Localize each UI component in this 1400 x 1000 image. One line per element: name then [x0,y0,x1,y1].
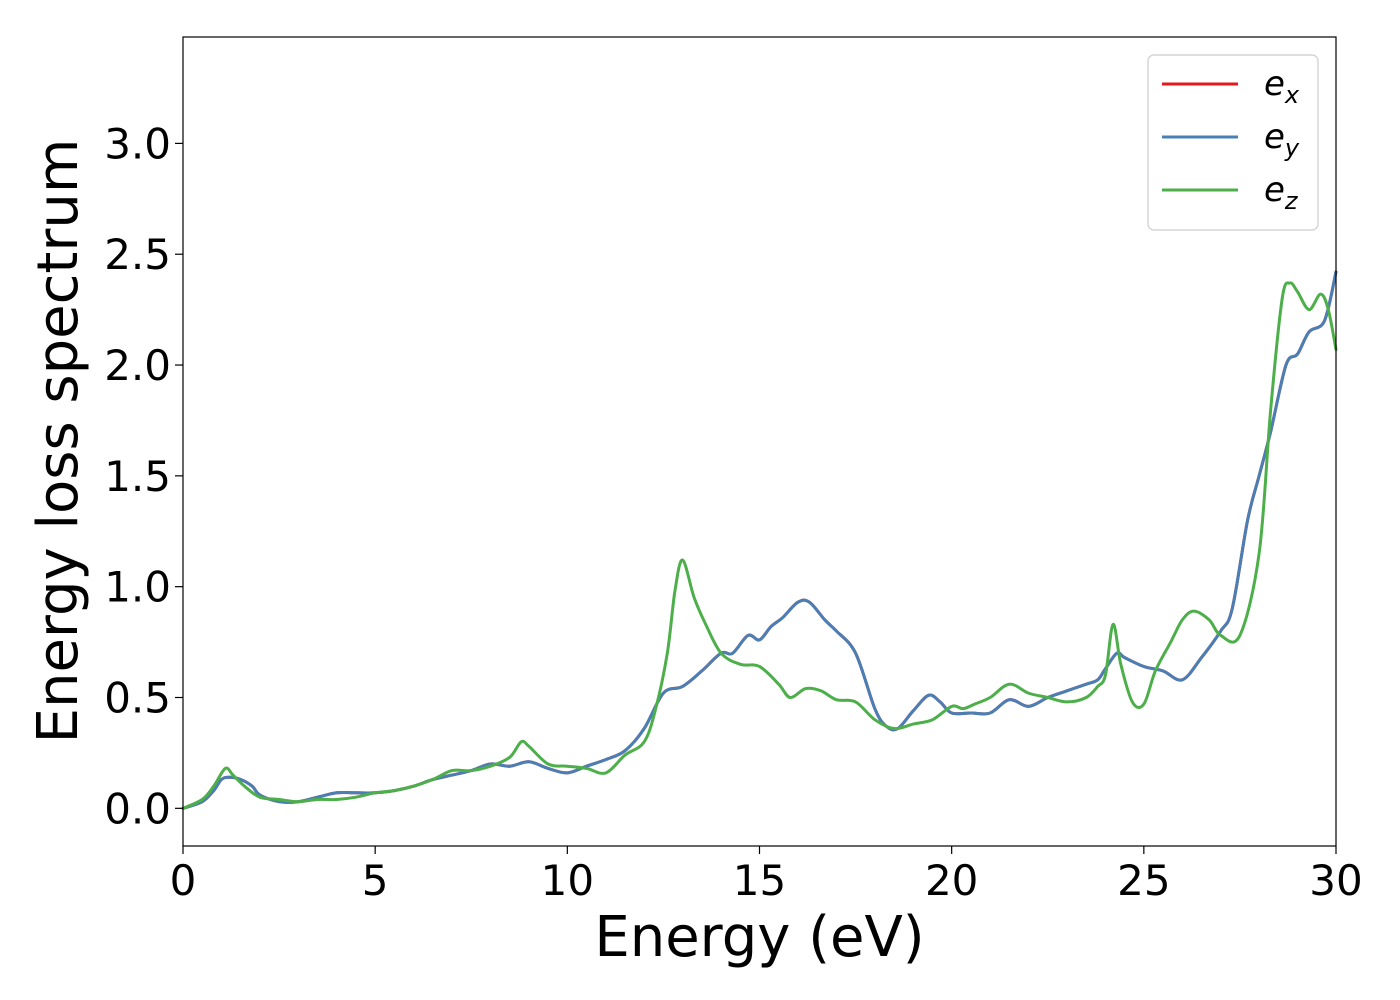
x-axis: 0 5 10 15 20 25 30 [170,846,1363,905]
legend-label-subscript: z [1284,187,1299,215]
legend-label-subscript: x [1284,81,1300,109]
legend-label-e-y: ey [1264,117,1300,162]
x-tick-label: 5 [362,856,389,905]
y-axis: 0.0 0.5 1.0 1.5 2.0 2.5 3.0 [104,119,183,833]
y-tick-label: 1.5 [104,452,171,501]
y-tick-label: 0.0 [104,784,171,833]
x-tick-label: 20 [925,856,978,905]
legend-label-e-z: ez [1264,170,1299,215]
legend-label-base: e [1264,64,1285,104]
y-tick-label: 0.5 [104,673,171,722]
x-tick-label: 15 [733,856,786,905]
series-line-e-z [181,281,1338,810]
y-tick-label: 3.0 [104,119,171,168]
series-layer [181,270,1338,810]
y-tick-label: 2.0 [104,341,171,390]
x-tick-label: 0 [170,856,197,905]
legend-label-subscript: y [1284,134,1300,162]
series-line-e-y [181,270,1338,810]
y-tick-label: 1.0 [104,563,171,612]
legend-box [1147,54,1319,231]
legend-label-e-x: ex [1264,64,1300,109]
legend-label-base: e [1264,117,1285,157]
y-tick-label: 2.5 [104,230,171,279]
x-tick-label: 25 [1117,856,1170,905]
x-tick-label: 30 [1309,856,1362,905]
legend-label-base: e [1264,170,1285,210]
plot-area [183,37,1336,846]
x-axis-title: Energy (eV) [594,905,924,970]
x-tick-label: 10 [541,856,594,905]
y-axis-title: Energy loss spectrum [26,139,91,744]
